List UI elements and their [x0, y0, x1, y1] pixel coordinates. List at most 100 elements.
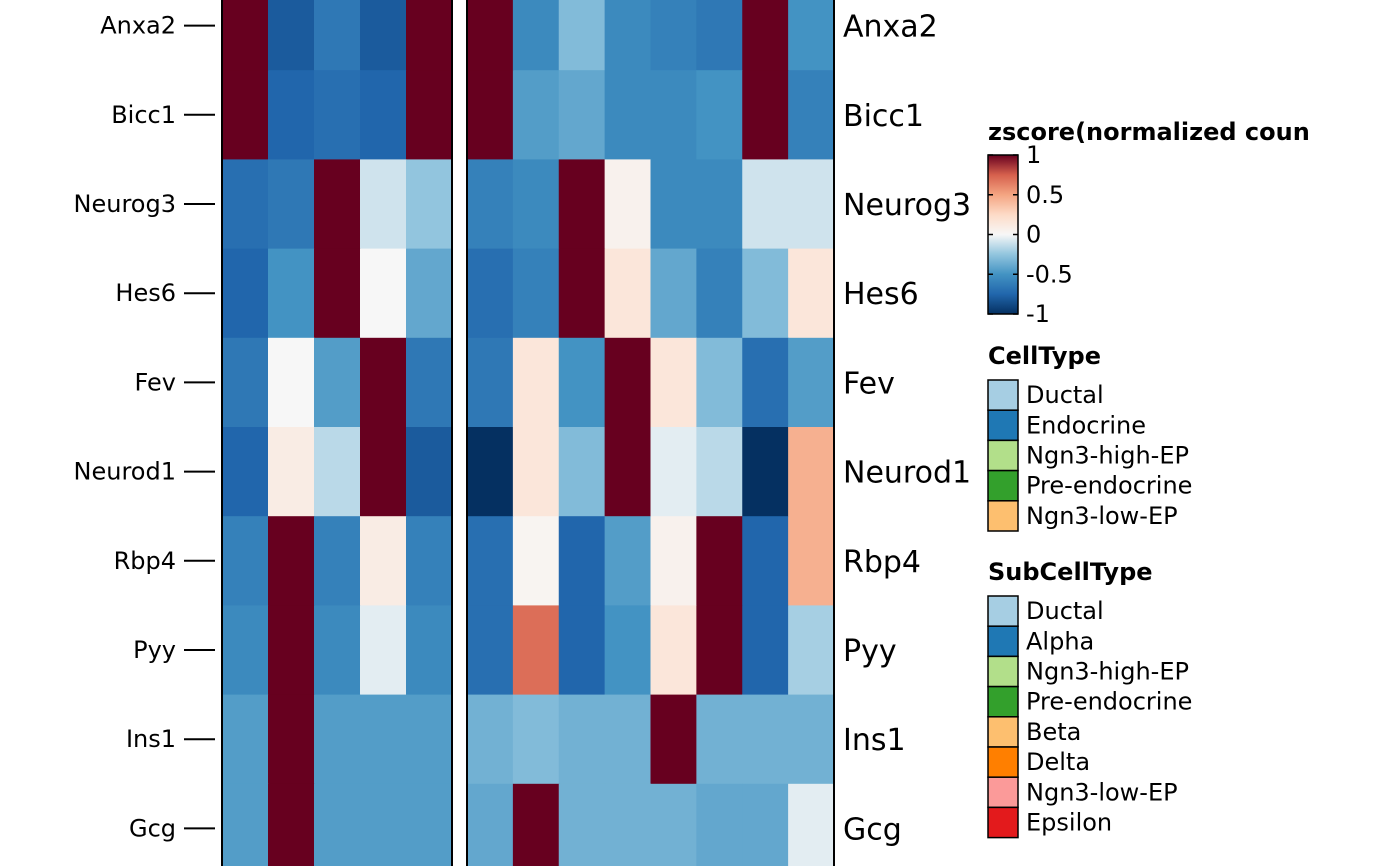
heatmap-cell-bicc1-3: [314, 70, 361, 160]
celltype-legend-title: CellType: [988, 342, 1101, 370]
heatmap-cell-fev-6: [696, 337, 743, 428]
heatmap-cell-ins1-2: [268, 694, 315, 785]
subcelltype-legend-label: Ngn3-low-EP: [1026, 778, 1178, 806]
heatmap-cell-neurod1-7: [742, 427, 789, 517]
heatmap-cell-fev-2: [512, 337, 560, 428]
colorbar-tick-label: -1: [1026, 300, 1050, 328]
heatmap-cell-gcg-3: [314, 783, 361, 866]
row-label-right-neurog3: Neurog3: [843, 188, 971, 223]
heatmap-cell-hes6-2: [512, 248, 560, 339]
heatmap-cell-neurog3-3: [314, 159, 361, 250]
colorbar-tick-label: 1: [1026, 141, 1041, 169]
row-label-left-hes6: Hes6: [115, 279, 176, 307]
row-label-left-neurod1: Neurod1: [74, 458, 176, 486]
heatmap-cell-ins1-4: [360, 694, 407, 785]
heatmap-cell-ins1-1: [467, 694, 514, 785]
subcelltype-legend-label: Alpha: [1026, 627, 1094, 655]
heatmap-cell-rbp4-4: [604, 516, 652, 606]
heatmap-cell-gcg-3: [558, 783, 606, 866]
row-label-left-neurog3: Neurog3: [74, 190, 176, 218]
heatmap-cell-anxa2-1: [222, 0, 269, 71]
subcelltype-legend-label: Epsilon: [1026, 809, 1112, 837]
row-label-right-hes6: Hes6: [843, 277, 919, 312]
row-labels-right: Anxa2 Bicc1 Neurog3 Hes6 Fev Neurod1 Rbp4 Pyy In…: [843, 10, 971, 848]
heatmap-cell-hes6-5: [650, 248, 697, 339]
heatmap-cell-ins1-5: [650, 694, 697, 785]
row-label-left-rbp4: Rbp4: [114, 547, 176, 575]
heatmap-cell-rbp4-5: [650, 516, 697, 606]
heatmap-cell-neurog3-5: [650, 159, 697, 250]
heatmap-cell-anxa2-2: [512, 0, 560, 71]
heatmap-cell-anxa2-1: [467, 0, 514, 71]
heatmap-cell-ins1-2: [512, 694, 560, 785]
row-label-left-ins1: Ins1: [126, 725, 176, 753]
heatmap-cell-ins1-5: [406, 694, 453, 785]
heatmap-cell-ins1-4: [604, 694, 652, 785]
heatmap-cell-bicc1-2: [512, 70, 560, 160]
heatmap-cell-rbp4-7: [742, 516, 789, 606]
subcelltype-legend-swatch: [987, 716, 1019, 748]
heatmap-cell-ins1-8: [788, 694, 835, 785]
heatmap-cell-gcg-4: [604, 783, 652, 866]
heatmap-cell-gcg-6: [696, 783, 743, 866]
heatmap-cell-hes6-1: [222, 248, 269, 339]
heatmap-cell-hes6-6: [696, 248, 743, 339]
heatmap-cell-anxa2-7: [742, 0, 789, 71]
celltype-legend-label: Pre-endocrine: [1026, 472, 1192, 500]
heatmap-cell-neurog3-1: [222, 159, 269, 250]
heatmap-cell-anxa2-5: [406, 0, 453, 71]
heatmap-cell-ins1-1: [222, 694, 269, 785]
heatmap-cell-neurod1-3: [314, 427, 361, 517]
colorbar-tick-label: 0: [1026, 221, 1041, 249]
heatmap-cell-pyy-5: [650, 605, 697, 696]
subcelltype-legend-swatch: [987, 625, 1019, 658]
heatmap-cell-neurod1-8: [788, 427, 835, 517]
heatmap-cell-neurog3-7: [742, 159, 789, 250]
heatmap-cell-hes6-1: [467, 248, 514, 339]
heatmap-cell-neurog3-4: [604, 159, 652, 250]
heatmap-cell-fev-8: [788, 337, 835, 428]
heatmap-cell-hes6-4: [604, 248, 652, 339]
heatmap-panel-border: [221, 0, 453, 866]
heatmap-cell-neurod1-6: [696, 427, 743, 517]
heatmap-cell-pyy-3: [558, 605, 606, 696]
heatmap-cell-neurog3-5: [406, 159, 453, 250]
heatmap-cell-fev-4: [360, 337, 407, 428]
row-label-left-fev: Fev: [135, 368, 176, 396]
heatmap-cell-pyy-3: [314, 605, 361, 696]
row-label-left-anxa2: Anxa2: [100, 12, 176, 40]
subcelltype-legend-label: Delta: [1026, 748, 1090, 776]
heatmap-cell-neurod1-1: [222, 427, 269, 517]
celltype-legend-swatch: [987, 439, 1019, 472]
heatmap-cell-neurod1-4: [360, 427, 407, 517]
heatmap-cell-bicc1-4: [360, 70, 407, 160]
heatmap-cell-gcg-1: [222, 783, 269, 866]
heatmap-cell-pyy-5: [406, 605, 453, 696]
heatmap-cell-bicc1-5: [650, 70, 697, 160]
subcelltype-legend-swatch: [987, 806, 1019, 839]
row-label-right-pyy: Pyy: [843, 634, 897, 669]
subcelltype-legend-swatch: [987, 595, 1019, 627]
heatmap-cell-hes6-5: [406, 248, 453, 339]
heatmap-cell-neurod1-3: [558, 427, 606, 517]
celltype-legend-label: Endocrine: [1026, 411, 1146, 439]
row-label-left-pyy: Pyy: [133, 636, 176, 664]
heatmap-cell-gcg-5: [406, 783, 453, 866]
subcelltype-legend-label: Pre-endocrine: [1026, 688, 1192, 716]
row-label-right-gcg: Gcg: [843, 812, 902, 847]
heatmap-cell-gcg-2: [268, 783, 315, 866]
subcelltype-legend-swatch: [987, 746, 1019, 778]
heatmap-cell-fev-3: [558, 337, 606, 428]
heatmap-cell-rbp4-6: [696, 516, 743, 606]
heatmap-cell-rbp4-4: [360, 516, 407, 606]
heatmap-cell-ins1-3: [558, 694, 606, 785]
heatmap-cell-rbp4-1: [467, 516, 514, 606]
heatmap-cell-neurod1-2: [512, 427, 560, 517]
heatmap-cell-hes6-8: [788, 248, 835, 339]
subcelltype-legend-title: SubCellType: [988, 558, 1153, 586]
heatmap-cell-fev-3: [314, 337, 361, 428]
heatmap-cell-ins1-3: [314, 694, 361, 785]
